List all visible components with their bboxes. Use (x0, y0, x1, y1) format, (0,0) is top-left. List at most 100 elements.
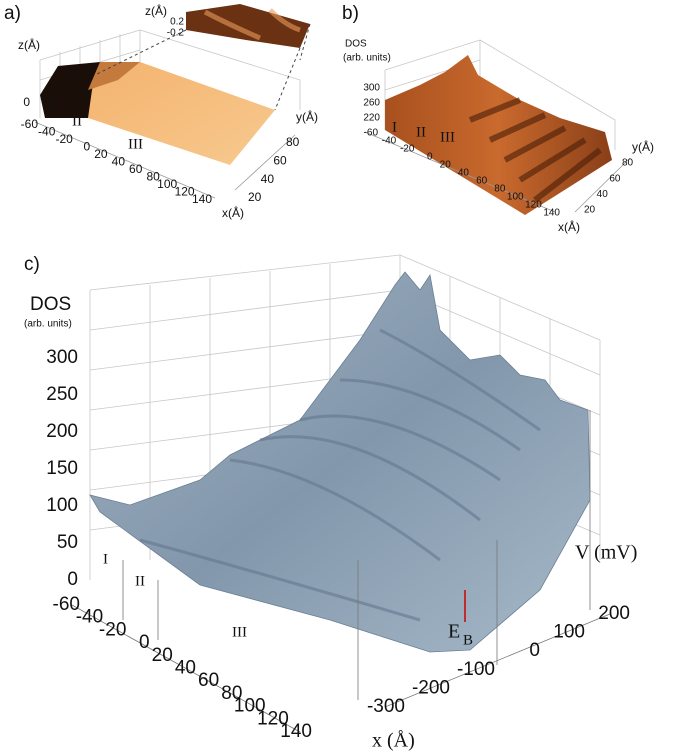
z-tick-label: 220 (363, 113, 380, 124)
x-tick-label: 40 (175, 658, 196, 679)
panel-label: a) (4, 3, 21, 24)
x-tick-label: 80 (221, 683, 242, 704)
panel-a-surface (34, 4, 311, 199)
inset-z-tick-label: -0.2 (167, 28, 185, 39)
z-tick-label: 260 (363, 98, 380, 109)
v-tick-label: -200 (412, 677, 450, 698)
x-tick-label: 120 (525, 200, 542, 211)
x-tick-label: -60 (364, 128, 379, 139)
x-tick-label: -60 (21, 117, 39, 131)
z-tick-label: 100 (46, 495, 78, 516)
y-tick-label: 40 (261, 172, 275, 186)
surface-edge (88, 62, 140, 90)
z-axis-label: DOS (30, 294, 71, 315)
v-tick-label: 200 (598, 603, 630, 624)
x-tick-label: 140 (280, 721, 312, 742)
z-tick-label: 300 (46, 347, 78, 368)
y-tick-label: 40 (597, 189, 609, 200)
x-axis-label: x(Å) (222, 205, 244, 220)
z-tick-label: 150 (46, 458, 78, 479)
surface (89, 271, 591, 653)
v-tick-label: -300 (367, 696, 405, 717)
z-axis-units: (arb. units) (343, 53, 391, 64)
energy-marker-subscript: B (463, 632, 473, 648)
region-label: II (416, 124, 426, 140)
labels: a)z(Å)0z(Å)0.2-0.2IIIIII-60-40-200204060… (4, 3, 654, 752)
x-tick-label: 140 (543, 208, 560, 219)
y-tick-label: 60 (273, 154, 287, 168)
x-tick-label: -60 (53, 594, 80, 615)
inset-image (186, 4, 310, 48)
axis-line (71, 410, 611, 733)
surface-step (40, 62, 100, 118)
x-tick-label: -40 (382, 136, 397, 147)
axis-line (364, 131, 631, 213)
y-tick-label: 80 (286, 135, 300, 149)
y-tick-label: 20 (248, 190, 262, 204)
x-tick-label: -20 (55, 132, 73, 146)
z-axis-units: (arb. units) (24, 319, 72, 330)
x-axis-label: x(Å) (558, 219, 580, 234)
x-axis-label: x (Å) (372, 730, 415, 752)
region-label: III (128, 136, 143, 152)
x-tick-label: 20 (152, 645, 173, 666)
x-tick-label: 100 (157, 177, 177, 191)
z-axis-label: z(Å) (18, 37, 40, 52)
x-tick-label: -40 (76, 607, 103, 628)
x-tick-label: 120 (175, 185, 195, 199)
region-label: II (135, 573, 145, 589)
panel-b-surface (364, 39, 631, 215)
x-tick-label: 100 (234, 696, 266, 717)
surface (88, 62, 275, 165)
y-axis-label: y(Å) (296, 109, 318, 124)
x-tick-label: 0 (139, 632, 150, 653)
z-axis-label: DOS (345, 39, 367, 50)
z-tick-label: 300 (363, 83, 380, 94)
x-tick-label: -40 (38, 125, 56, 139)
x-tick-label: 20 (440, 160, 452, 171)
z-tick-label: 200 (46, 421, 78, 442)
panel-label: b) (342, 3, 359, 24)
v-tick-label: -100 (457, 659, 495, 680)
inset-z-axis-label: z(Å) (145, 3, 167, 18)
v-tick-label: 0 (529, 640, 540, 661)
y-tick-label: 60 (609, 173, 621, 184)
x-tick-label: 140 (192, 192, 212, 206)
surface-ridges (139, 328, 541, 622)
inset-z-tick-label: 0.2 (170, 17, 184, 28)
x-tick-label: 80 (146, 170, 160, 184)
x-tick-label: -20 (400, 144, 415, 155)
x-tick-label: 80 (494, 184, 506, 195)
region-label: III (440, 129, 455, 145)
y-tick-label: 80 (622, 158, 634, 169)
region-label: III (232, 624, 247, 640)
dashed-connector (94, 23, 311, 111)
panel-c-surface (71, 254, 611, 733)
region-label: I (48, 93, 53, 109)
panel-label: c) (24, 254, 40, 275)
x-tick-label: 0 (84, 140, 91, 154)
z-tick-label: 0 (67, 569, 78, 590)
v-tick-label: 100 (553, 622, 585, 643)
x-tick-label: -20 (99, 619, 126, 640)
region-label: II (72, 113, 82, 129)
y-tick-label: 20 (584, 205, 596, 216)
y-axis-label: y(Å) (632, 139, 654, 154)
region-label: I (103, 551, 108, 567)
region-label: I (392, 119, 397, 135)
v-axis-label: V (mV) (575, 542, 637, 564)
x-tick-label: 60 (476, 176, 488, 187)
x-tick-label: 60 (198, 670, 219, 691)
surface-stripes (468, 97, 602, 203)
x-tick-label: 120 (257, 708, 289, 729)
z-tick-label: 250 (46, 384, 78, 405)
x-tick-label: 60 (129, 162, 143, 176)
x-tick-label: 40 (458, 168, 470, 179)
z-tick-label: 0 (23, 95, 30, 109)
x-tick-label: 100 (507, 192, 524, 203)
x-tick-label: 40 (112, 155, 126, 169)
x-tick-label: 20 (94, 147, 108, 161)
x-tick-label: 0 (427, 152, 433, 163)
inset-texture (203, 8, 301, 41)
